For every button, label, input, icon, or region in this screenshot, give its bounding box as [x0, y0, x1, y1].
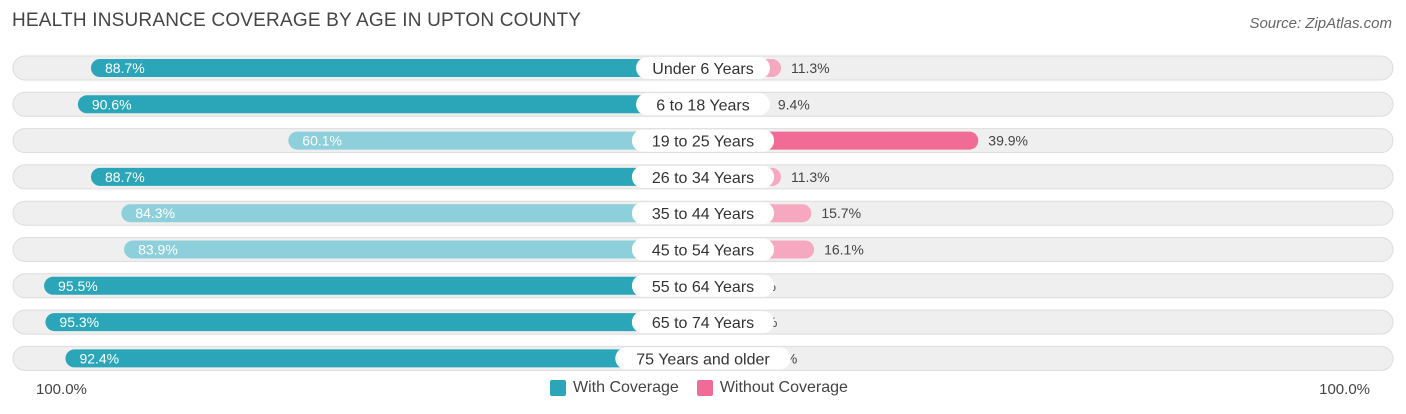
bar-with-coverage — [90, 167, 704, 186]
bar-with-coverage — [44, 276, 704, 295]
value-label-without: 15.7% — [821, 205, 861, 221]
category-label: 6 to 18 Years — [656, 97, 749, 114]
category-label: 19 to 25 Years — [652, 134, 754, 151]
value-label-without: 16.1% — [824, 242, 864, 258]
category-label: 75 Years and older — [636, 351, 770, 368]
value-label-with: 92.4% — [79, 350, 119, 366]
value-label-with: 95.5% — [58, 278, 98, 294]
category-label: 35 to 44 Years — [652, 206, 754, 223]
legend-label-without: Without Coverage — [719, 379, 848, 396]
bar-with-coverage — [77, 95, 704, 114]
legend: With Coverage Without Coverage — [550, 379, 866, 397]
category-label: 26 to 34 Years — [652, 170, 754, 187]
category-pill — [615, 347, 791, 370]
category-pill — [631, 165, 775, 188]
axis-right-label: 100.0% — [1319, 381, 1370, 398]
category-pill — [636, 93, 770, 116]
category-label: 55 to 64 Years — [652, 279, 754, 296]
category-label: 45 to 54 Years — [652, 243, 754, 260]
value-label-with: 84.3% — [135, 205, 175, 221]
value-label-with: 90.6% — [92, 96, 132, 112]
category-pill — [631, 238, 775, 261]
value-label-with: 88.7% — [105, 169, 145, 185]
value-label-with: 88.7% — [105, 60, 145, 76]
legend-swatch-without — [696, 380, 713, 396]
bar-with-coverage — [65, 349, 703, 368]
axis-left-label: 100.0% — [36, 381, 87, 398]
category-label: Under 6 Years — [652, 61, 753, 78]
value-label-without: 11.3% — [791, 169, 830, 185]
category-pill — [636, 57, 770, 79]
legend-label-with: With Coverage — [573, 379, 679, 396]
bar-with-coverage — [90, 59, 704, 77]
value-label-with: 60.1% — [302, 133, 342, 149]
value-label-with: 95.3% — [59, 314, 99, 330]
legend-without-coverage: Without Coverage — [696, 379, 848, 397]
value-label-without: 11.3% — [791, 60, 830, 76]
bar-with-coverage — [288, 131, 703, 150]
legend-swatch-with — [550, 380, 566, 396]
value-label-without: 39.9% — [988, 133, 1028, 149]
category-pill — [631, 129, 775, 152]
legend-with-coverage: With Coverage — [550, 379, 679, 397]
bar-with-coverage — [45, 313, 704, 332]
value-label-with: 83.9% — [138, 242, 178, 258]
chart-title: HEALTH INSURANCE COVERAGE BY AGE IN UPTO… — [12, 10, 582, 31]
category-pill — [631, 202, 775, 225]
bar-with-coverage — [121, 204, 703, 223]
category-pill — [631, 274, 775, 297]
value-label-without: 9.4% — [778, 96, 810, 112]
bar-with-coverage — [124, 240, 704, 259]
source-label: Source: ZipAtlas.com — [1249, 15, 1392, 32]
category-pill — [631, 311, 775, 334]
category-label: 65 to 74 Years — [652, 315, 754, 332]
